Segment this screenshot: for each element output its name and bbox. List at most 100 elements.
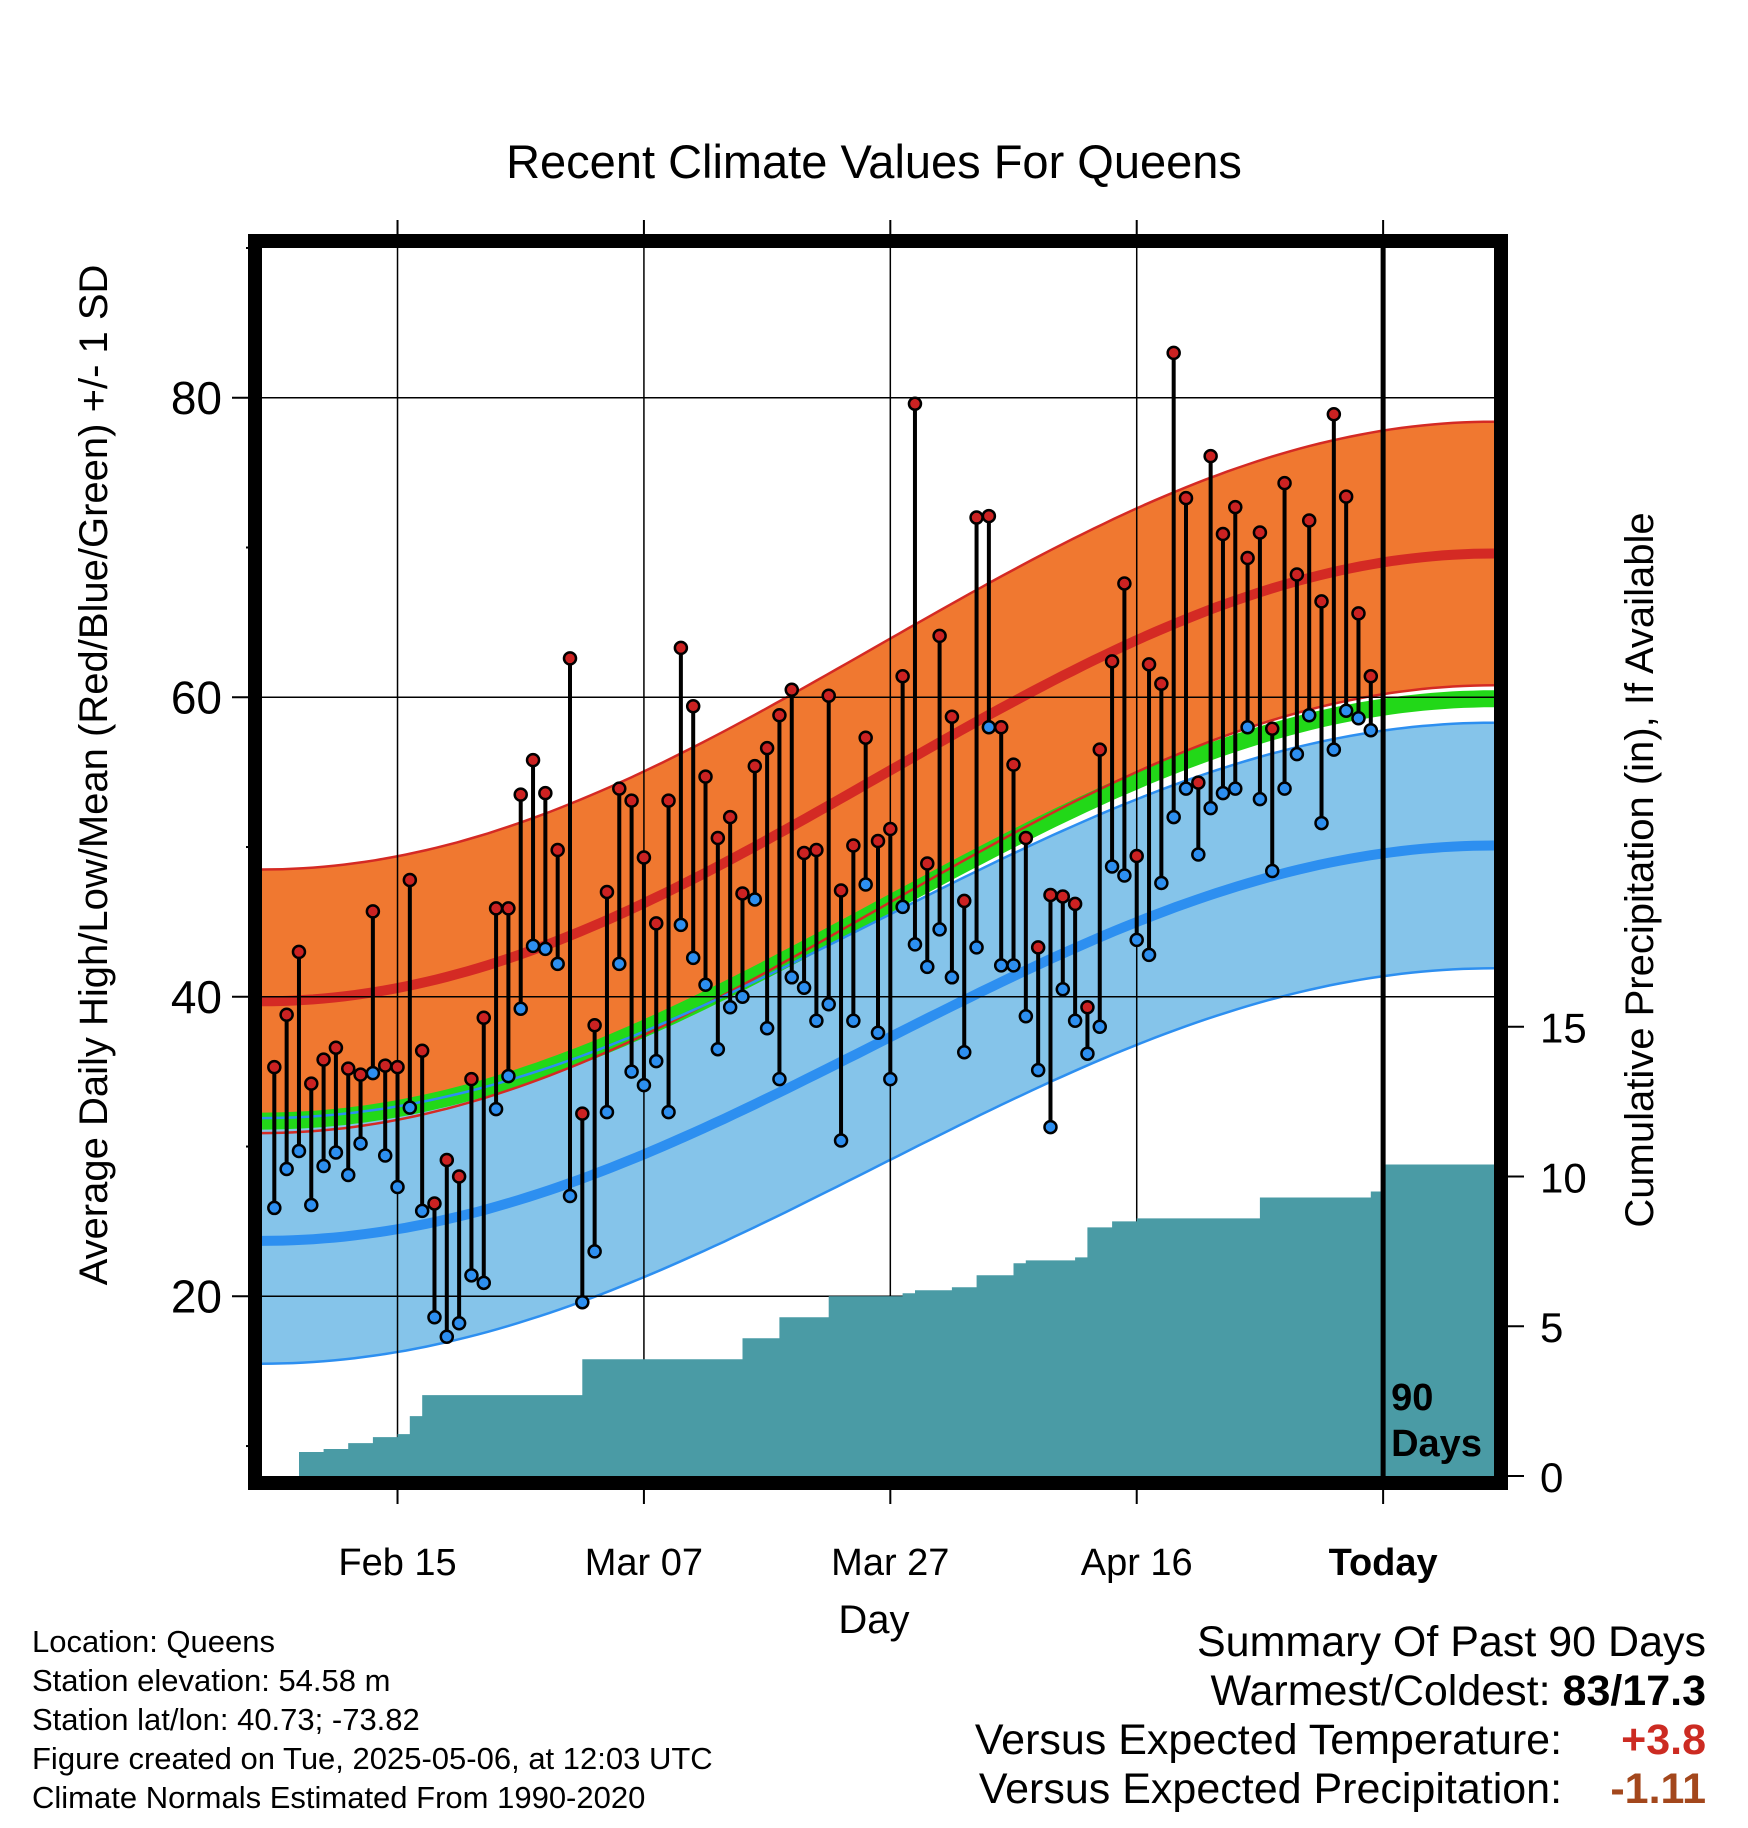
observed-high-point: [612, 781, 627, 796]
observed-high-point: [1117, 576, 1132, 591]
warmest-label: Warmest/Coldest:: [1210, 1667, 1551, 1715]
observed-low-point: [390, 1179, 405, 1195]
x-tick-label: Mar 07: [585, 1542, 703, 1584]
observed-high-point: [772, 707, 787, 723]
observed-low-point: [1043, 1119, 1058, 1135]
y-tick-label: 60: [171, 671, 222, 723]
observed-low-point: [920, 959, 935, 975]
precip-area: [286, 1164, 1495, 1476]
observed-low-point: [1240, 719, 1255, 735]
observed-high-point: [1092, 742, 1108, 757]
observed-high-point: [1191, 775, 1206, 790]
observed-low-point: [279, 1161, 294, 1177]
observed-high-point: [1289, 567, 1305, 582]
observed-high-point: [1351, 606, 1366, 621]
observed-low-point: [1154, 875, 1169, 891]
observed-low-point: [1166, 809, 1181, 825]
observed-low-point: [870, 1025, 886, 1040]
observed-low-point: [1289, 746, 1305, 762]
observed-low-point: [476, 1275, 492, 1291]
chart-title: Recent Climate Values For Queens: [506, 135, 1242, 188]
observed-low-point: [1191, 847, 1206, 862]
observed-low-point: [513, 1001, 528, 1017]
observed-high-point: [1104, 654, 1120, 669]
observed-high-point: [722, 809, 738, 825]
observed-high-point: [673, 640, 689, 656]
observed-high-point: [599, 884, 615, 900]
observed-low-point: [710, 1041, 726, 1057]
observed-high-point: [1338, 489, 1354, 504]
observed-low-point: [1228, 781, 1243, 796]
observed-low-point: [685, 950, 701, 966]
observed-low-point: [944, 970, 960, 985]
observed-high-point: [451, 1169, 467, 1184]
observed-high-point: [1240, 550, 1255, 566]
observed-high-point: [1363, 669, 1379, 684]
observed-low-point: [932, 922, 947, 937]
observed-low-point: [1277, 781, 1292, 796]
observed-low-point: [673, 917, 689, 933]
precip-anomaly-label: Versus Expected Precipitation:: [978, 1765, 1563, 1813]
observed-high-point: [562, 651, 578, 666]
observed-high-point: [784, 682, 800, 698]
observed-low-point: [464, 1268, 479, 1283]
observed-low-point: [353, 1136, 368, 1151]
observed-high-point: [969, 510, 984, 525]
observed-low-point: [451, 1315, 467, 1331]
observed-low-point: [1018, 1008, 1034, 1024]
observed-high-point: [1326, 406, 1342, 422]
observed-high-point: [525, 752, 541, 768]
location-text: Location: Queens: [32, 1624, 276, 1659]
observed-low-point: [846, 1013, 861, 1028]
observed-low-point: [1363, 722, 1379, 738]
observed-low-point: [427, 1310, 442, 1325]
observed-high-point: [1006, 757, 1021, 772]
observed-high-point: [796, 845, 812, 861]
observed-high-point: [291, 944, 307, 960]
observed-high-point: [488, 901, 504, 916]
observed-high-point: [1277, 475, 1292, 491]
observed-low-point: [402, 1100, 418, 1115]
observed-high-point: [538, 785, 553, 801]
observed-high-point: [858, 730, 873, 745]
normal-low-line: [261, 840, 1495, 1246]
observed-low-point: [1301, 707, 1317, 723]
observed-low-point: [735, 989, 750, 1005]
temp-anomaly-value: +3.8: [1621, 1716, 1706, 1764]
observed-low-point: [772, 1071, 787, 1087]
observed-high-point: [735, 886, 750, 901]
observed-low-point: [599, 1104, 615, 1120]
observed-low-point: [439, 1329, 455, 1344]
observed-low-point: [1338, 703, 1354, 718]
observed-low-point: [538, 941, 553, 957]
observed-high-point: [1301, 513, 1317, 528]
observed-low-point: [1178, 781, 1194, 796]
x-axis-label: Day: [838, 1598, 909, 1642]
station-info: Location: Queens Station elevation: 54.5…: [32, 1622, 713, 1817]
y-axis-label-left: Average Daily High/Low/Mean (Red/Blue/Gr…: [72, 265, 116, 1286]
normal-high-line: [261, 548, 1495, 1007]
observed-high-point: [648, 916, 664, 931]
observed-high-point: [920, 856, 935, 871]
precip-tick-label: 15: [1540, 1005, 1587, 1052]
observed-high-point: [932, 628, 947, 644]
observed-high-point: [279, 1007, 294, 1023]
observed-low-point: [340, 1167, 356, 1183]
x-tick-label: Today: [1329, 1542, 1438, 1584]
summary-temp-row: Versus Expected Temperature: +3.8: [975, 1716, 1706, 1765]
today-window-label: Days: [1391, 1423, 1482, 1465]
observed-low-point: [550, 956, 565, 972]
observed-low-point: [501, 1068, 516, 1084]
observed-low-point: [1326, 742, 1342, 757]
observed-low-point: [1252, 791, 1268, 807]
observed-high-point: [1203, 448, 1218, 464]
observed-low-point: [1030, 1062, 1046, 1078]
precip-tick-label: 0: [1540, 1454, 1563, 1501]
observed-low-point: [661, 1104, 676, 1120]
observed-low-point: [636, 1077, 652, 1093]
observed-low-point: [796, 980, 812, 996]
observed-high-point: [340, 1061, 356, 1076]
observed-low-point: [858, 877, 873, 892]
today-window-label: 90: [1391, 1377, 1433, 1419]
x-tick-label: Mar 27: [831, 1542, 949, 1584]
